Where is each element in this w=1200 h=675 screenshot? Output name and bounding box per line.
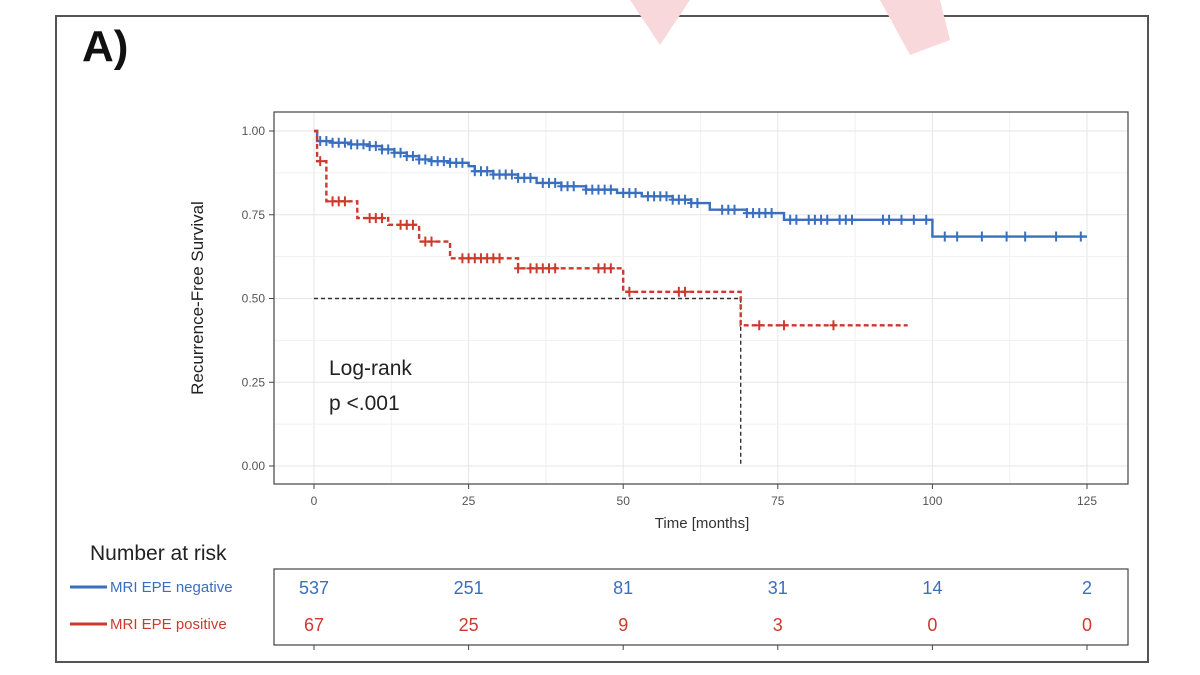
panel-label: A) [82,22,129,71]
censor-mark [1002,231,1011,242]
censor-mark [767,208,776,219]
axis-layer: 0.00 0.25 0.50 0.75 1.00 0 25 50 75 100 125 [242,124,1098,508]
median-reference-layer [314,297,742,466]
y-tick-label: 0.75 [242,208,266,222]
x-tick-label: 100 [922,494,942,508]
censor-mark [507,169,516,180]
censor-mark [371,141,380,152]
censor-mark [823,214,832,225]
censor-mark [848,214,857,225]
x-tick-label: 0 [311,494,318,508]
risk-count: 0 [927,615,937,635]
censor-mark [922,214,931,225]
figure-frame [55,15,1149,663]
y-tick-label: 0.25 [242,375,266,389]
censor-mark [792,214,801,225]
x-tick-label: 125 [1077,494,1097,508]
censor-mark [606,263,615,274]
censor-mark [606,184,615,195]
censor-mark [340,137,349,148]
median-reference-line [314,297,742,466]
logrank-label: Log-rank [329,357,412,380]
x-tick-label: 25 [462,494,476,508]
censor-mark [662,191,671,202]
censor-mark [439,156,448,167]
risk-count: 3 [773,615,783,635]
risk-row-label: MRI EPE negative [110,579,233,596]
risk-count: 81 [613,578,633,598]
km-curve-positive [314,129,908,327]
censor-mark [909,214,918,225]
risk-count: 31 [768,578,788,598]
censor-mark [569,181,578,192]
risk-table-layer: MRI EPE negative 537 251 81 31 14 2 MRI EPE pos… [70,578,1092,650]
censor-mark [885,214,894,225]
x-tick-label: 50 [617,494,631,508]
censor-mark [495,253,504,264]
censor-mark [421,154,430,165]
censor-mark [458,157,467,168]
y-tick-label: 0.50 [242,292,266,306]
censor-mark [316,156,325,167]
series-layer [314,129,1087,331]
censor-mark [953,231,962,242]
censor-mark [551,177,560,188]
censor-mark [526,172,535,183]
censor-mark [940,231,949,242]
censor-mark [681,286,690,297]
censor-mark [829,320,838,331]
y-axis-title: Recurrence-Free Survival [188,201,207,395]
risk-count: 25 [459,615,479,635]
censor-mark [897,214,906,225]
risk-table-border [273,568,1129,646]
censor-mark [514,263,523,274]
risk-count: 2 [1082,578,1092,598]
censor-mark [693,198,702,209]
censor-mark [551,263,560,274]
risk-row-label: MRI EPE positive [110,616,227,633]
censor-mark [322,136,331,147]
censor-mark [1052,231,1061,242]
pvalue-label: p <.001 [329,392,400,415]
censor-mark [1076,231,1085,242]
watermark-shape [630,0,950,55]
risk-count: 537 [299,578,329,598]
risk-count: 0 [1082,615,1092,635]
x-tick-label: 75 [771,494,785,508]
censor-mark [378,213,387,224]
risk-count: 251 [454,578,484,598]
censor-mark [625,286,634,297]
y-tick-label: 0.00 [242,459,266,473]
censor-mark [408,219,417,230]
censor-mark [730,204,739,215]
risk-table-title: Number at risk [90,542,227,565]
risk-count: 14 [922,578,942,598]
censor-mark [1021,231,1030,242]
risk-count: 67 [304,615,324,635]
risk-count: 9 [618,615,628,635]
censor-mark [483,166,492,177]
censor-mark [408,151,417,162]
censor-mark [396,147,405,158]
censor-mark [384,144,393,155]
censor-mark [779,320,788,331]
censor-mark [681,194,690,205]
censor-mark [977,231,986,242]
censor-mark [359,139,368,150]
censor-mark [340,196,349,207]
censor-mark [755,320,764,331]
censor-mark [427,236,436,247]
x-axis-title: Time [months] [655,515,749,532]
y-tick-label: 1.00 [242,124,266,138]
censor-mark [631,187,640,198]
